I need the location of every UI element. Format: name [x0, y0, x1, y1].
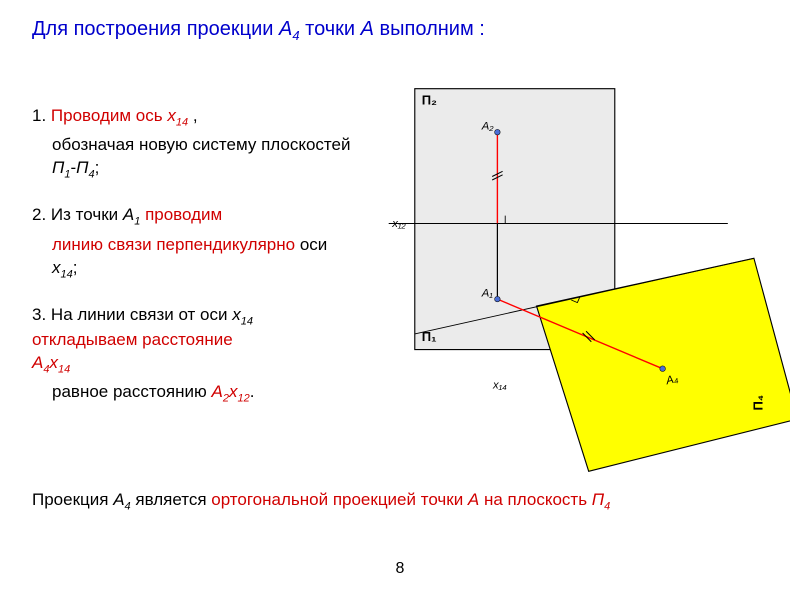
- svg-text:x₁₂: x₁₂: [391, 218, 406, 230]
- projection-diagram: A₂A₁A₄П₂П₁П₄x₁₂x₁₄: [370, 80, 790, 480]
- footer-text: Проекция A4 является ортогональной проек…: [32, 490, 752, 512]
- page-title: Для построения проекции A4 точки A выпол…: [32, 18, 485, 43]
- svg-text:A₂: A₂: [481, 121, 495, 133]
- svg-text:A₁: A₁: [481, 288, 494, 300]
- steps-column: 1. Проводим ось x14 , обозначая новую си…: [32, 105, 352, 428]
- svg-text:П₁: П₁: [422, 329, 437, 344]
- step-3: 3. На линии связи от оси x14 откладываем…: [32, 304, 352, 407]
- step-1: 1. Проводим ось x14 , обозначая новую си…: [32, 105, 352, 182]
- svg-text:П₄: П₄: [751, 395, 766, 411]
- svg-text:x₁₄: x₁₄: [492, 380, 507, 392]
- page-number: 8: [0, 560, 800, 578]
- step-2: 2. Из точки A1 проводим линию связи перп…: [32, 204, 352, 281]
- svg-text:П₂: П₂: [422, 92, 437, 107]
